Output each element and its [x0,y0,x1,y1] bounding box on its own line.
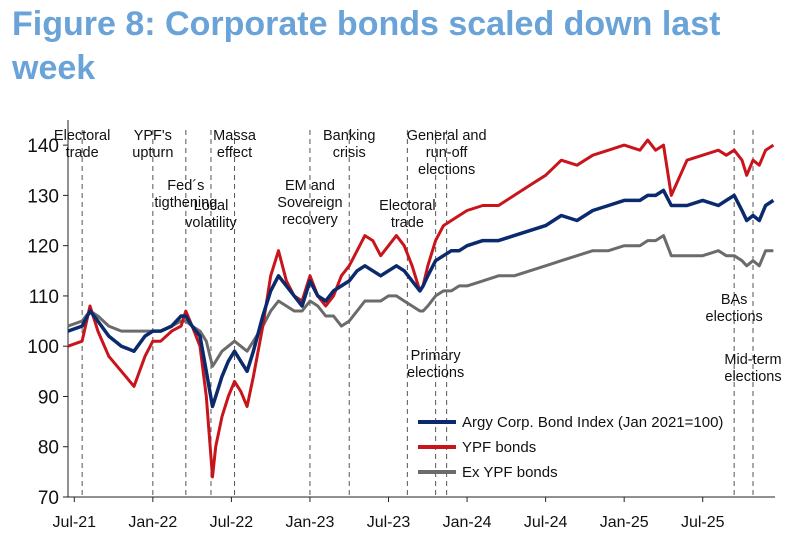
event-label: Banking crisis [323,128,375,161]
legend-label: Ex YPF bonds [462,464,558,481]
legend-label: YPF bonds [462,439,536,456]
event-label: Mid-term elections [724,352,781,385]
series-line-2 [67,234,774,368]
x-tick-label: Jul-21 [52,514,96,531]
legend-label: Argy Corp. Bond Index (Jan 2021=100) [462,414,723,431]
event-label: Electoral trade [379,198,435,231]
y-tick-label: 110 [29,287,59,308]
x-tick-label: Jul-23 [367,514,411,531]
event-label: General and run-off elections [407,128,487,178]
x-tick-label: Jan-25 [600,514,649,531]
event-label: Electoral trade [54,128,110,161]
event-label: Massa effect [213,128,257,161]
event-label: BAs elections [706,292,763,325]
x-tick-label: Jan-24 [443,514,492,531]
x-tick-label: Jul-24 [524,514,568,531]
y-tick-label: 130 [27,186,59,207]
series-layer [67,138,775,479]
y-tick-label: 140 [27,136,59,157]
event-label: EM and Sovereign recovery [277,178,342,228]
x-tick-label: Jul-25 [681,514,725,531]
y-tick-label: 70 [38,488,59,509]
event-label: Primary elections [407,348,464,381]
chart-title: Figure 8: Corporate bonds scaled down la… [12,5,721,87]
event-label: YPF's upturn [132,128,173,161]
event-labels: Electoral trade YPF's upturn Fed´s tigthening… [54,128,782,385]
chart-legend: Argy Corp. Bond Index (Jan 2021=100) YPF … [418,414,723,481]
y-tick-label: 90 [38,387,59,408]
y-tick-label: 120 [27,237,59,258]
series-line-0 [67,188,775,409]
event-label: Fed´s tigthening [154,178,217,211]
chart-axes: 70 80 90 100 110 120 130 140 Jul-21 Jan-22 Jul-22 J… [27,120,775,531]
y-tick-label: 100 [27,337,59,358]
x-tick-label: Jan-23 [285,514,334,531]
x-tick-label: Jul-22 [210,514,254,531]
y-tick-label: 80 [38,438,59,459]
event-label: Local volatility [185,198,237,231]
x-tick-label: Jan-22 [128,514,177,531]
